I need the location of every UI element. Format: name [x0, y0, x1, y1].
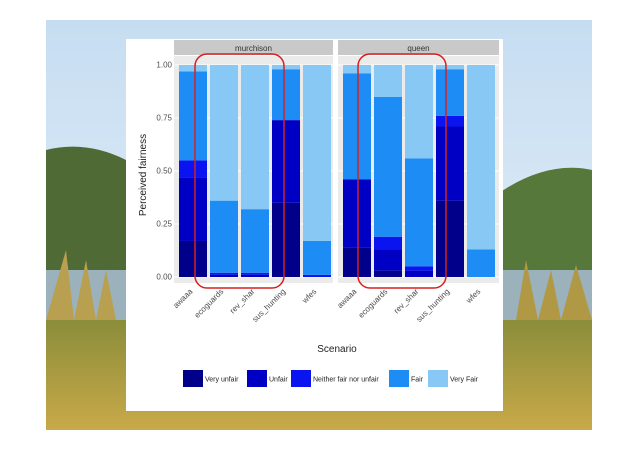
bar-segment-murchison-rev_shar-neither-fair-nor-unfair [241, 272, 269, 275]
x-axis-title: Scenario [317, 344, 357, 355]
bar-segment-murchison-sus_hunting-very-fair [272, 65, 300, 70]
bar-segment-queen-wfes-fair [467, 249, 495, 277]
legend-swatch-unfair [247, 370, 267, 387]
bar-segment-queen-sus_hunting-fair [436, 69, 464, 116]
bar-segment-murchison-wfes-very-fair [303, 65, 331, 241]
bar-segment-murchison-awaaa-very-fair [179, 65, 207, 72]
bar-segment-queen-awaaa-very-fair [343, 65, 371, 74]
bar-segment-murchison-ecoguards-neither-fair-nor-unfair [210, 272, 238, 275]
bar-segment-murchison-wfes-neither-fair-nor-unfair [303, 274, 331, 277]
legend-label: Neither fair nor unfair [313, 377, 379, 384]
legend-swatch-neither [291, 370, 311, 387]
bar-segment-murchison-sus_hunting-fair [272, 69, 300, 121]
y-tick-label: 0.75 [156, 114, 172, 123]
bar-segment-murchison-wfes-fair [303, 240, 331, 275]
legend-label: Unfair [269, 377, 288, 384]
panel-strip-queen [338, 40, 499, 55]
y-tick-label: 0.25 [156, 220, 172, 229]
bar-segment-queen-sus_hunting-neither-fair-nor-unfair [436, 115, 464, 127]
legend-swatch-very-unfair [183, 370, 203, 387]
legend-swatch-very-fair [428, 370, 448, 387]
bar-segment-queen-rev_shar-fair [405, 158, 433, 267]
bar-segment-murchison-rev_shar-unfair [241, 274, 269, 277]
highlight-box-queen [357, 53, 447, 289]
bar-segment-murchison-ecoguards-unfair [210, 274, 238, 277]
panel-title-queen: queen [407, 44, 429, 53]
y-tick-label: 1.00 [156, 61, 172, 70]
bar-segment-queen-rev_shar-very-fair [405, 65, 433, 159]
bar-segment-queen-rev_shar-unfair [405, 270, 433, 277]
bar-segment-queen-sus_hunting-unfair [436, 126, 464, 201]
highlight-box-murchison [194, 53, 285, 289]
panel-title-murchison: murchison [235, 44, 272, 53]
bar-segment-murchison-awaaa-neither-fair-nor-unfair [179, 160, 207, 178]
bar-segment-murchison-awaaa-very-unfair [179, 240, 207, 277]
bar-segment-queen-awaaa-fair [343, 73, 371, 180]
bar-segment-queen-wfes-very-fair [467, 65, 495, 250]
bar-segment-murchison-sus_hunting-very-unfair [272, 202, 300, 277]
legend-label: Fair [411, 377, 424, 384]
panel-strip-murchison [174, 40, 333, 55]
bar-segment-queen-sus_hunting-very-unfair [436, 200, 464, 277]
bar-segment-queen-awaaa-very-unfair [343, 247, 371, 277]
bar-segment-queen-ecoguards-fair [374, 96, 402, 237]
legend-swatch-fair [389, 370, 409, 387]
bar-segment-queen-ecoguards-very-unfair [374, 270, 402, 277]
bar-segment-queen-ecoguards-neither-fair-nor-unfair [374, 236, 402, 250]
bar-segment-queen-ecoguards-unfair [374, 249, 402, 271]
bar-segment-murchison-awaaa-unfair [179, 177, 207, 241]
bar-segment-queen-sus_hunting-very-fair [436, 65, 464, 70]
bar-segment-queen-rev_shar-neither-fair-nor-unfair [405, 266, 433, 271]
bars [179, 65, 495, 277]
bar-segment-queen-awaaa-unfair [343, 179, 371, 248]
bar-segment-murchison-ecoguards-fair [210, 200, 238, 273]
legend-label: Very unfair [205, 377, 239, 384]
bar-segment-murchison-awaaa-fair [179, 71, 207, 161]
bar-segment-murchison-sus_hunting-unfair [272, 120, 300, 203]
y-axis: 1.00 0.75 0.50 0.25 0.00 [156, 61, 172, 282]
bar-segment-murchison-rev_shar-fair [241, 209, 269, 273]
bar-segment-queen-ecoguards-very-fair [374, 65, 402, 97]
bar-segment-murchison-ecoguards-very-fair [210, 65, 238, 201]
legend: Very unfair Unfair Neither fair nor unfa… [183, 370, 479, 387]
bar-segment-murchison-rev_shar-very-fair [241, 65, 269, 210]
y-axis-title: Perceived fairness [138, 134, 149, 216]
y-tick-label: 0.00 [156, 273, 172, 282]
legend-label: Very Fair [450, 377, 479, 384]
y-tick-label: 0.50 [156, 167, 172, 176]
